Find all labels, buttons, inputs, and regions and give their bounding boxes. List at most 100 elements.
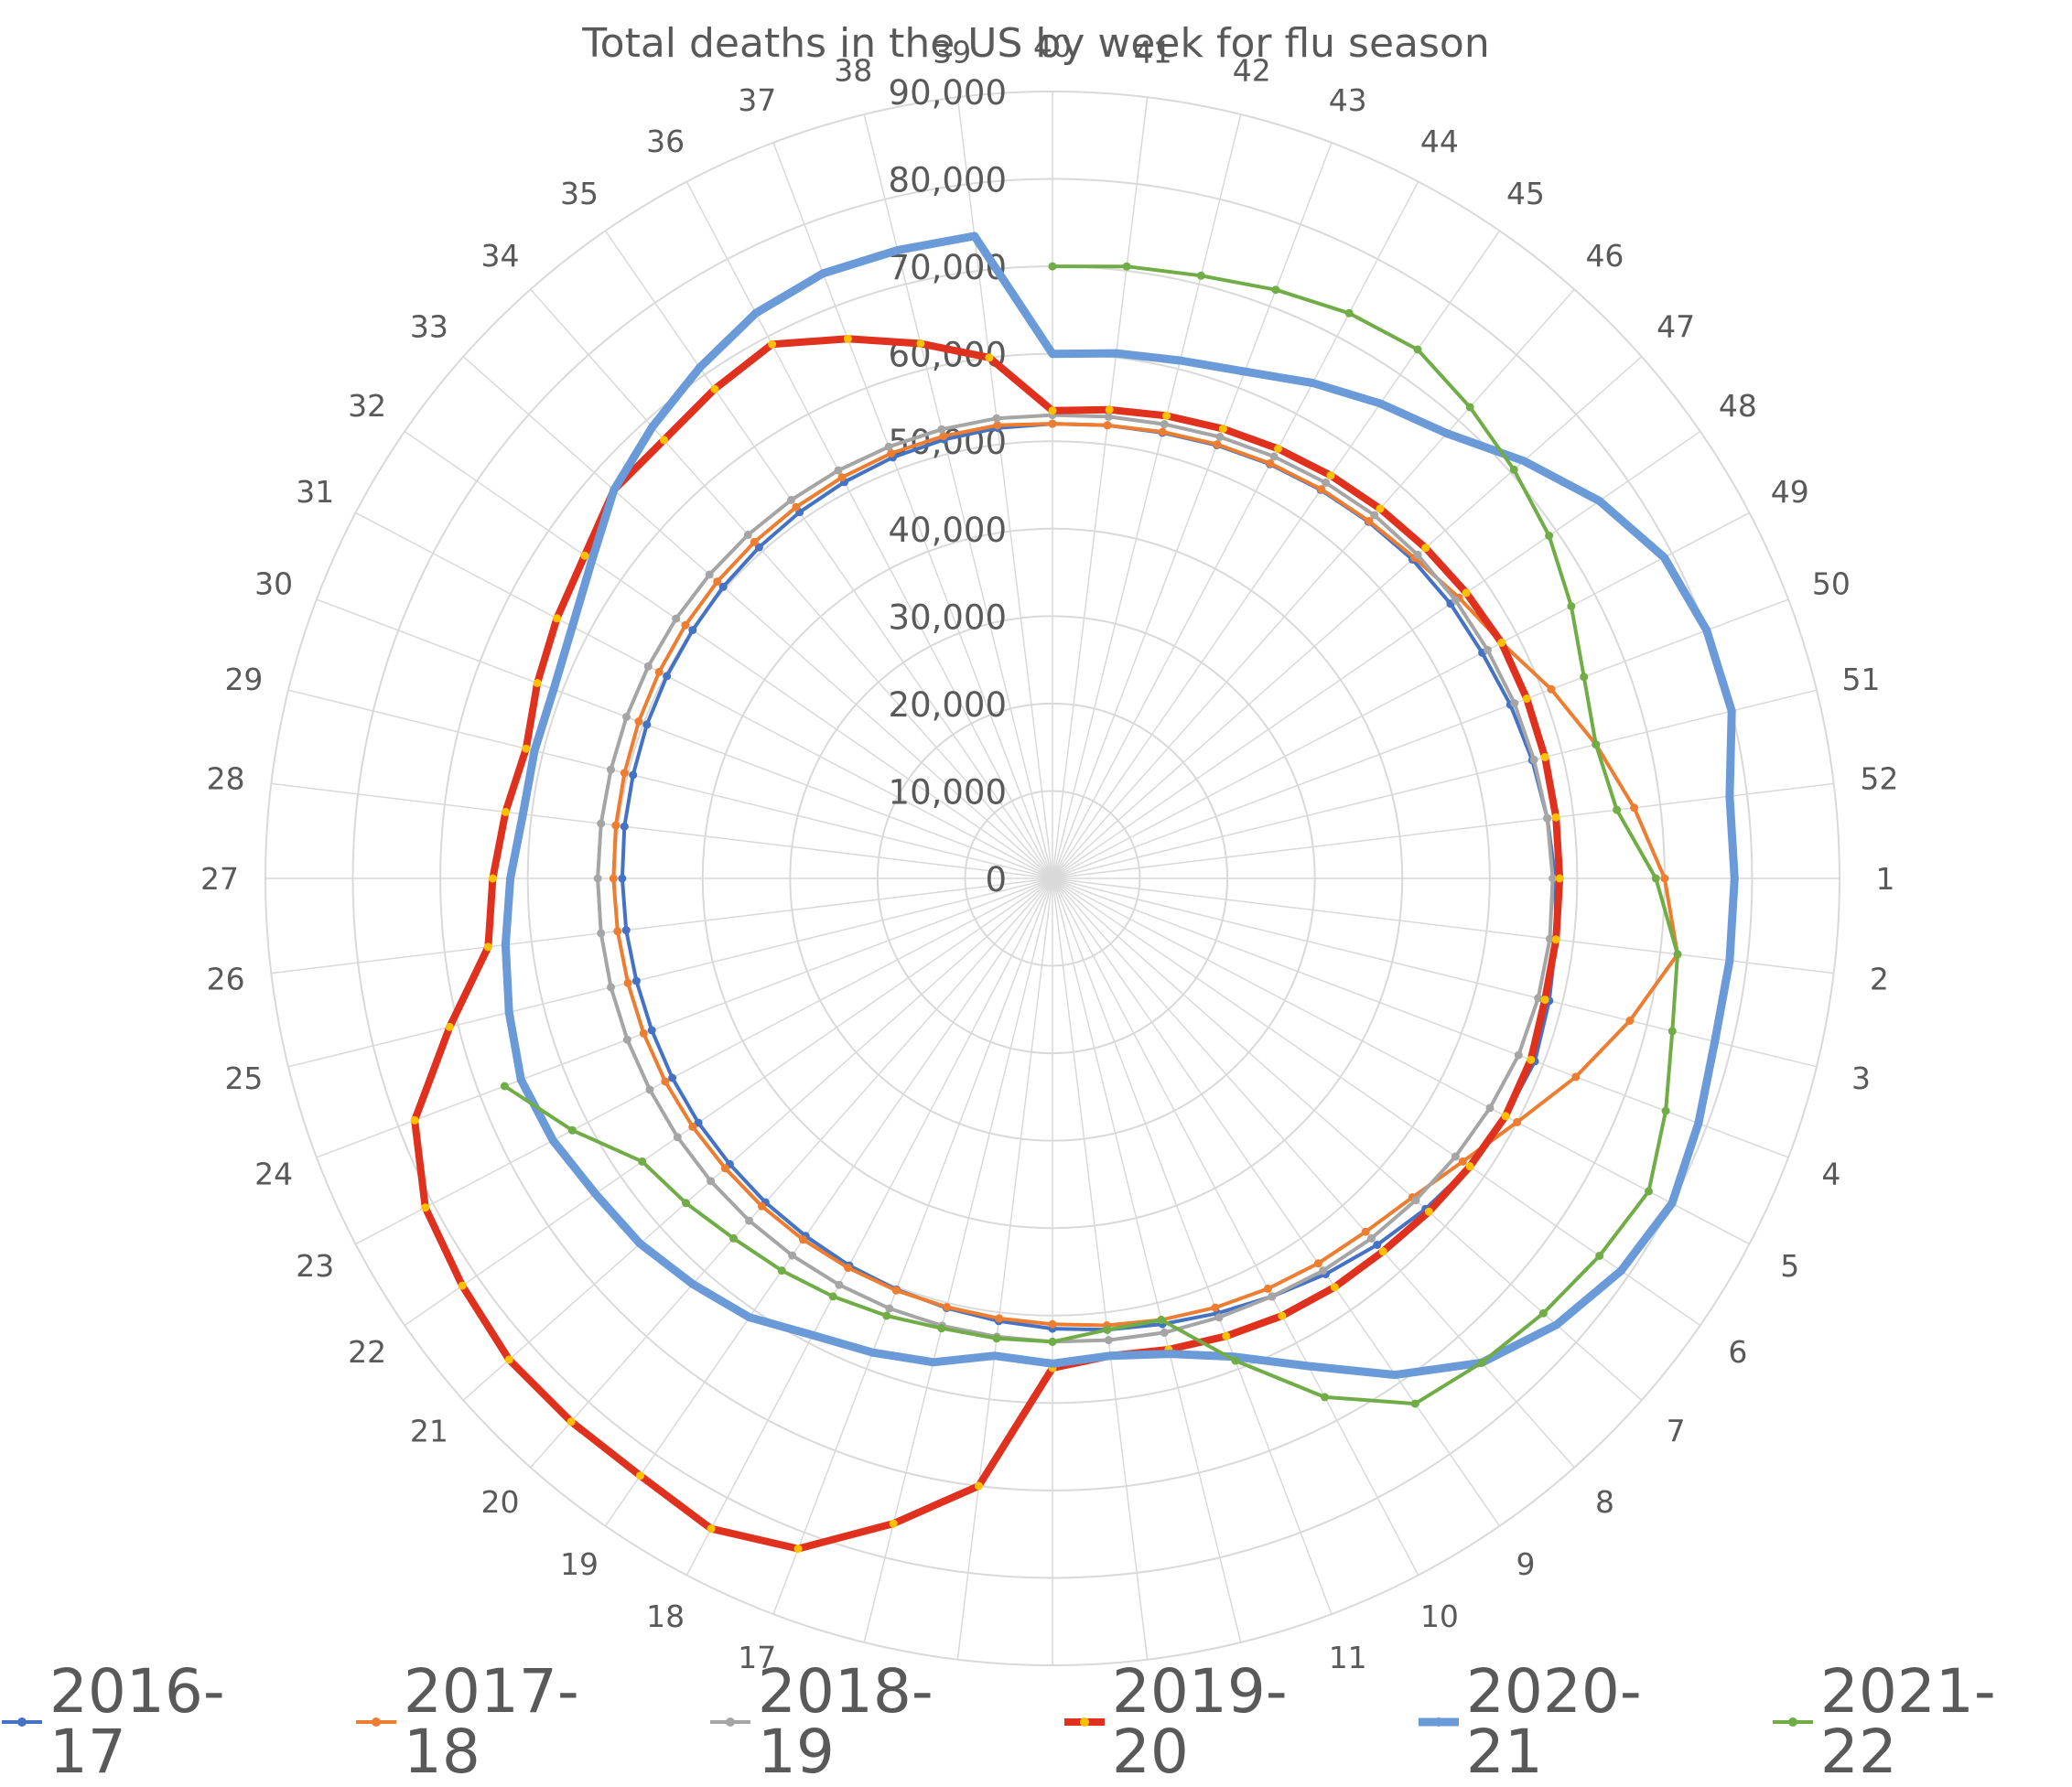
- data-point: [548, 1136, 557, 1145]
- category-label: 49: [1771, 474, 1809, 510]
- data-point: [567, 622, 577, 631]
- radial-tick-label: 0: [985, 860, 1007, 899]
- data-point: [1462, 588, 1471, 597]
- data-point: [793, 1545, 803, 1554]
- data-point: [916, 339, 925, 348]
- radial-tick-label: 30,000: [889, 597, 1007, 637]
- legend-swatch: [1419, 1717, 1459, 1727]
- data-point: [1048, 406, 1057, 415]
- data-point: [1319, 1266, 1328, 1276]
- grid-spoke: [530, 288, 1053, 879]
- grid-spoke: [1052, 511, 1750, 879]
- category-label: 34: [481, 238, 520, 274]
- grid-spoke: [1052, 877, 1575, 1469]
- category-label: 51: [1842, 662, 1881, 697]
- data-point: [990, 1351, 999, 1361]
- data-point: [588, 556, 597, 565]
- grid-spoke: [1052, 877, 1419, 1576]
- data-point: [1103, 421, 1112, 430]
- data-point: [707, 1524, 716, 1534]
- data-point: [869, 1348, 877, 1357]
- data-point: [970, 231, 979, 241]
- grid-spoke: [1052, 181, 1419, 879]
- data-point: [1630, 803, 1639, 813]
- data-point: [1304, 1362, 1313, 1371]
- data-point: [618, 874, 627, 883]
- data-point: [1160, 420, 1169, 429]
- data-point: [636, 1471, 644, 1480]
- data-point: [694, 1118, 703, 1127]
- data-point: [607, 765, 615, 774]
- legend-swatch: [356, 1717, 396, 1727]
- data-point: [1725, 791, 1734, 801]
- category-label: 38: [834, 52, 872, 88]
- data-point: [518, 810, 527, 819]
- series-2017-18: [609, 419, 1682, 1329]
- data-point: [682, 1199, 690, 1208]
- data-point: [1580, 673, 1589, 682]
- data-point: [1165, 1350, 1174, 1359]
- data-point: [1330, 1283, 1339, 1292]
- data-point: [889, 1519, 898, 1528]
- data-point: [799, 1235, 807, 1244]
- data-point: [885, 1304, 894, 1313]
- grid-spoke: [772, 877, 1053, 1615]
- grid-spoke: [1052, 356, 1643, 879]
- data-point: [937, 1324, 946, 1333]
- category-label: 11: [1329, 1640, 1367, 1674]
- data-point: [567, 1417, 576, 1426]
- data-point: [1048, 1319, 1057, 1329]
- data-point: [1661, 1106, 1670, 1115]
- series-lines: [410, 231, 1739, 1554]
- grid-spoke: [1052, 782, 1834, 879]
- data-point: [729, 1233, 738, 1243]
- data-point: [1519, 457, 1528, 466]
- grid-spoke: [1052, 288, 1575, 879]
- data-point: [788, 1251, 797, 1260]
- category-label: 31: [296, 474, 334, 510]
- legend-item: 2020-21: [1417, 1662, 1718, 1782]
- data-point: [647, 1026, 656, 1035]
- data-point: [1551, 935, 1560, 944]
- data-point: [1105, 405, 1114, 414]
- data-point: [1616, 1266, 1625, 1276]
- data-point: [1269, 452, 1279, 461]
- grid-spoke: [355, 877, 1053, 1245]
- data-point: [631, 976, 641, 985]
- data-point: [611, 821, 621, 830]
- data-point: [1552, 1320, 1561, 1329]
- radial-tick-label: 20,000: [889, 685, 1007, 725]
- data-point: [639, 1028, 648, 1038]
- data-point: [1545, 532, 1554, 540]
- data-point: [620, 822, 629, 831]
- data-point: [884, 442, 893, 451]
- category-label: 2: [1870, 962, 1889, 997]
- data-point: [1501, 1112, 1510, 1121]
- data-point: [1196, 271, 1205, 280]
- data-point: [828, 1292, 837, 1301]
- data-point: [622, 713, 631, 721]
- data-point: [1122, 262, 1131, 271]
- data-point: [1322, 479, 1330, 487]
- series-2020-21: [501, 231, 1739, 1380]
- data-point: [1106, 1351, 1115, 1361]
- data-point: [1513, 1117, 1522, 1126]
- data-point: [1527, 1055, 1536, 1064]
- data-point: [597, 929, 606, 938]
- category-label: 33: [410, 309, 448, 345]
- grid-spoke: [316, 877, 1053, 1158]
- grid-spoke: [1052, 877, 1834, 974]
- grid-spoke: [1052, 877, 1333, 1615]
- data-point: [1157, 1316, 1166, 1324]
- data-point: [688, 1280, 697, 1288]
- data-point: [1411, 1196, 1420, 1205]
- grid-spoke: [1052, 97, 1149, 879]
- grid-spoke: [287, 689, 1053, 879]
- data-point: [410, 1115, 419, 1125]
- grid-spoke: [462, 877, 1053, 1401]
- data-point: [707, 1177, 716, 1186]
- legend-swatch-marker: [1080, 1717, 1089, 1727]
- grid-spoke: [1052, 689, 1818, 879]
- data-point: [1551, 813, 1560, 822]
- data-point: [1667, 1199, 1677, 1208]
